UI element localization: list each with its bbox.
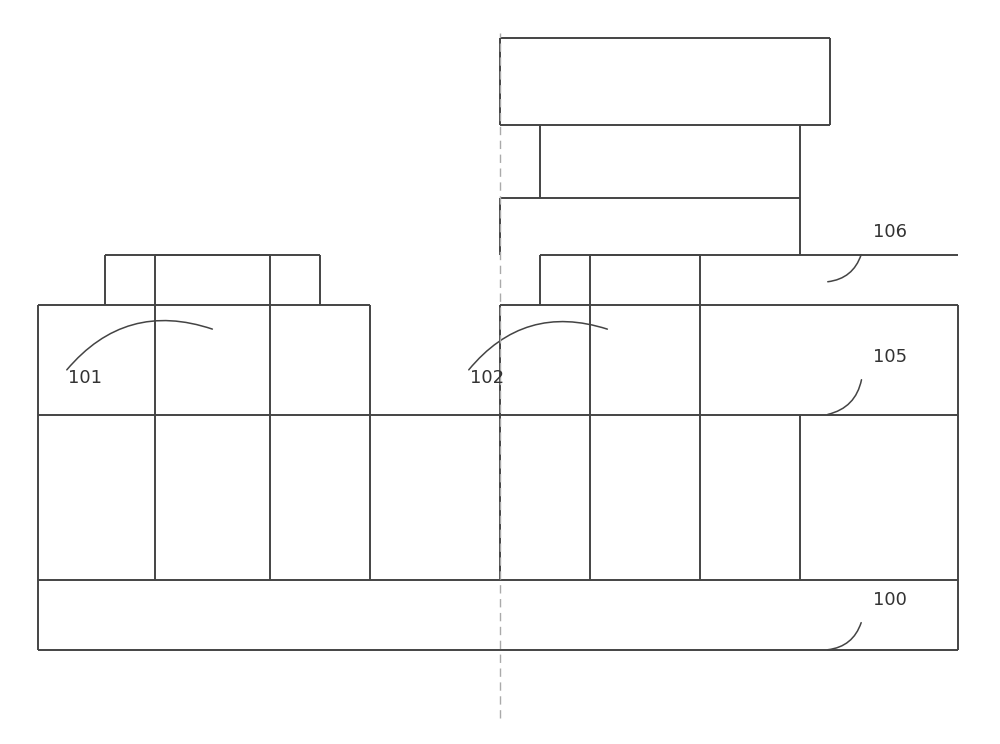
FancyArrowPatch shape bbox=[469, 321, 607, 370]
Text: 105: 105 bbox=[873, 348, 907, 366]
Text: 102: 102 bbox=[470, 369, 504, 387]
FancyArrowPatch shape bbox=[67, 321, 212, 370]
FancyArrowPatch shape bbox=[828, 254, 861, 282]
Text: 100: 100 bbox=[873, 591, 907, 609]
Text: 106: 106 bbox=[873, 223, 907, 241]
FancyArrowPatch shape bbox=[828, 623, 861, 650]
FancyArrowPatch shape bbox=[828, 379, 861, 414]
Text: 101: 101 bbox=[68, 369, 102, 387]
